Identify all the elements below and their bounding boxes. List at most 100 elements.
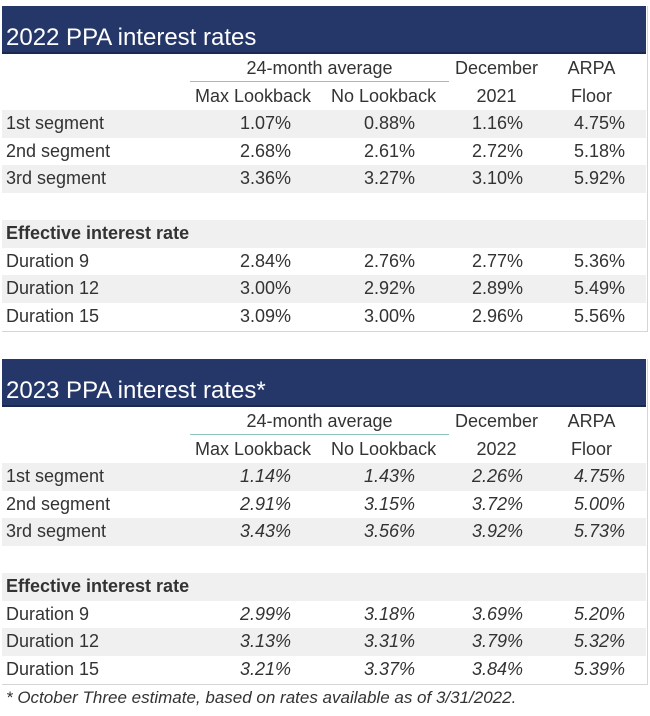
header-row-1: 24-month average December ARPA bbox=[2, 407, 646, 435]
row-label: 3rd segment bbox=[6, 521, 107, 541]
cell-no-lookback: 2.92% bbox=[363, 278, 415, 298]
group-header-24-month: 24-month average bbox=[190, 54, 449, 82]
row-label: 3rd segment bbox=[6, 168, 107, 188]
cell-max-lookback: 2.84% bbox=[239, 250, 291, 271]
header-max-lookback: Max Lookback bbox=[195, 86, 312, 106]
header-floor: Floor bbox=[570, 86, 612, 106]
header-no-lookback: No Lookback bbox=[331, 439, 437, 459]
header-december-year: 2021 bbox=[476, 86, 517, 106]
cell-no-lookback: 3.56% bbox=[363, 521, 415, 541]
row-label: Duration 9 bbox=[6, 250, 90, 271]
group-header-24-month: 24-month average bbox=[190, 407, 449, 435]
table-row: Duration 9 2.84% 2.76% 2.77% 5.36% bbox=[2, 248, 646, 276]
cell-arpa-floor: 5.73% bbox=[573, 521, 625, 541]
header-floor: Floor bbox=[570, 439, 612, 459]
effective-rate-heading: Effective interest rate bbox=[6, 223, 190, 243]
table-title: 2022 PPA interest rates bbox=[6, 24, 257, 51]
table-row: Duration 15 3.21% 3.37% 3.84% 5.39% bbox=[2, 656, 646, 684]
cell-arpa-floor: 5.56% bbox=[573, 305, 625, 326]
cell-max-lookback: 2.68% bbox=[239, 140, 291, 161]
effective-rate-heading: Effective interest rate bbox=[6, 576, 190, 596]
cell-arpa-floor: 5.18% bbox=[573, 140, 625, 161]
cell-no-lookback: 1.43% bbox=[363, 466, 415, 486]
row-label: 2nd segment bbox=[6, 140, 111, 161]
cell-arpa-floor: 4.75% bbox=[573, 113, 625, 133]
cell-december: 3.10% bbox=[471, 168, 523, 188]
cell-december: 3.84% bbox=[471, 658, 523, 679]
header-arpa: ARPA bbox=[567, 58, 616, 78]
row-label: Duration 12 bbox=[6, 278, 100, 298]
cell-no-lookback: 3.00% bbox=[363, 305, 415, 326]
table-row: Duration 9 2.99% 3.18% 3.69% 5.20% bbox=[2, 601, 646, 629]
table-row: Duration 12 3.00% 2.92% 2.89% 5.49% bbox=[2, 275, 646, 303]
cell-no-lookback: 3.31% bbox=[363, 631, 415, 651]
header-december: December bbox=[454, 411, 539, 431]
row-label: Duration 15 bbox=[6, 305, 100, 326]
cell-arpa-floor: 5.39% bbox=[573, 658, 625, 679]
cell-arpa-floor: 5.36% bbox=[573, 250, 625, 271]
cell-december: 2.26% bbox=[471, 466, 523, 486]
row-label: 1st segment bbox=[6, 113, 105, 133]
cell-arpa-floor: 5.92% bbox=[573, 168, 625, 188]
cell-december: 3.79% bbox=[471, 631, 523, 651]
cell-no-lookback: 3.15% bbox=[363, 493, 415, 514]
table-row: Duration 12 3.13% 3.31% 3.79% 5.32% bbox=[2, 628, 646, 656]
cell-max-lookback: 2.99% bbox=[239, 603, 291, 624]
cell-december: 2.77% bbox=[471, 250, 523, 271]
cell-max-lookback: 3.13% bbox=[239, 631, 291, 651]
table-row: 2nd segment 2.91% 3.15% 3.72% 5.00% bbox=[2, 491, 646, 519]
footnote: * October Three estimate, based on rates… bbox=[6, 688, 517, 707]
row-label: Duration 9 bbox=[6, 603, 90, 624]
cell-december: 3.92% bbox=[471, 521, 523, 541]
table-2022: 2022 PPA interest rates 24-month average… bbox=[2, 6, 648, 332]
table-row: 3rd segment 3.36% 3.27% 3.10% 5.92% bbox=[2, 165, 646, 193]
cell-max-lookback: 1.07% bbox=[239, 113, 291, 133]
cell-no-lookback: 3.37% bbox=[363, 658, 415, 679]
cell-arpa-floor: 4.75% bbox=[573, 466, 625, 486]
cell-arpa-floor: 5.00% bbox=[573, 493, 625, 514]
cell-max-lookback: 1.14% bbox=[239, 466, 291, 486]
row-label: 1st segment bbox=[6, 466, 105, 486]
table-row: 1st segment 1.07% 0.88% 1.16% 4.75% bbox=[2, 110, 646, 138]
cell-december: 3.69% bbox=[471, 603, 523, 624]
table-row: 3rd segment 3.43% 3.56% 3.92% 5.73% bbox=[2, 518, 646, 546]
cell-december: 2.96% bbox=[471, 305, 523, 326]
table-row: Duration 15 3.09% 3.00% 2.96% 5.56% bbox=[2, 303, 646, 331]
table-body: 24-month average December ARPA Max Lookb… bbox=[2, 54, 646, 330]
cell-no-lookback: 3.27% bbox=[363, 168, 415, 188]
cell-max-lookback: 2.91% bbox=[239, 493, 291, 514]
table-title-bar: 2022 PPA interest rates bbox=[2, 6, 646, 54]
cell-december: 1.16% bbox=[471, 113, 523, 133]
cell-max-lookback: 3.09% bbox=[239, 305, 291, 326]
table-2023: 2023 PPA interest rates* 24-month averag… bbox=[2, 359, 648, 685]
table-row: 1st segment 1.14% 1.43% 2.26% 4.75% bbox=[2, 463, 646, 491]
cell-december: 2.72% bbox=[471, 140, 523, 161]
table-body: 24-month average December ARPA Max Lookb… bbox=[2, 407, 646, 683]
cell-no-lookback: 2.61% bbox=[363, 140, 415, 161]
row-label: Duration 12 bbox=[6, 631, 100, 651]
cell-max-lookback: 3.21% bbox=[239, 658, 291, 679]
header-december: December bbox=[454, 58, 539, 78]
row-label: Duration 15 bbox=[6, 658, 100, 679]
cell-arpa-floor: 5.20% bbox=[573, 603, 625, 624]
cell-arpa-floor: 5.32% bbox=[573, 631, 625, 651]
header-no-lookback: No Lookback bbox=[331, 86, 437, 106]
header-row-1: 24-month average December ARPA bbox=[2, 54, 646, 82]
cell-arpa-floor: 5.49% bbox=[573, 278, 625, 298]
section-heading-row: Effective interest rate bbox=[2, 573, 646, 601]
cell-no-lookback: 0.88% bbox=[363, 113, 415, 133]
cell-december: 3.72% bbox=[471, 493, 523, 514]
cell-no-lookback: 2.76% bbox=[363, 250, 415, 271]
header-row-2: Max Lookback No Lookback 2022 Floor bbox=[2, 435, 646, 463]
table-row: 2nd segment 2.68% 2.61% 2.72% 5.18% bbox=[2, 138, 646, 166]
spacer-row bbox=[2, 546, 646, 574]
cell-no-lookback: 3.18% bbox=[363, 603, 415, 624]
table-title-bar: 2023 PPA interest rates* bbox=[2, 359, 646, 407]
header-arpa: ARPA bbox=[567, 411, 616, 431]
row-label: 2nd segment bbox=[6, 493, 111, 514]
cell-december: 2.89% bbox=[471, 278, 523, 298]
header-row-2: Max Lookback No Lookback 2021 Floor bbox=[2, 82, 646, 110]
cell-max-lookback: 3.00% bbox=[239, 278, 291, 298]
header-december-year: 2022 bbox=[476, 439, 517, 459]
table-title: 2023 PPA interest rates* bbox=[6, 377, 266, 404]
